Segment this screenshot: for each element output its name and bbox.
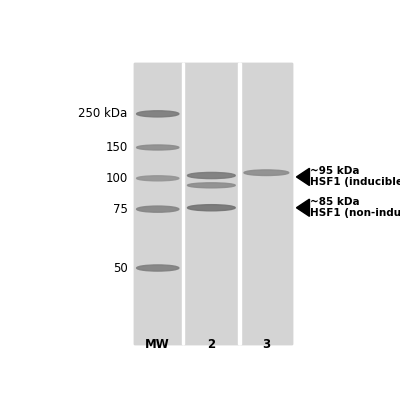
Text: 50: 50 [113, 262, 128, 274]
Ellipse shape [188, 205, 235, 211]
Text: HSF1 (inducible): HSF1 (inducible) [310, 178, 400, 188]
Text: 250 kDa: 250 kDa [78, 107, 128, 120]
Bar [134, 64, 182, 344]
Ellipse shape [136, 111, 179, 117]
Bar [184, 64, 238, 344]
Bar [182, 64, 184, 344]
Ellipse shape [136, 206, 179, 212]
Polygon shape [296, 199, 310, 216]
Ellipse shape [136, 265, 179, 271]
Ellipse shape [136, 145, 179, 150]
Text: ~85 kDa: ~85 kDa [310, 197, 360, 207]
Bar [238, 64, 241, 344]
Text: MW: MW [145, 338, 170, 351]
Text: 2: 2 [207, 338, 216, 351]
Text: 3: 3 [262, 338, 270, 351]
Polygon shape [296, 168, 310, 186]
Ellipse shape [244, 170, 289, 176]
Text: 75: 75 [113, 203, 128, 216]
Text: 100: 100 [105, 172, 128, 185]
Ellipse shape [188, 172, 235, 178]
Text: ~95 kDa: ~95 kDa [310, 166, 360, 176]
Text: HSF1 (non-inducible): HSF1 (non-inducible) [310, 208, 400, 218]
Bar [134, 64, 292, 344]
Bar [241, 64, 292, 344]
Ellipse shape [188, 183, 235, 188]
Ellipse shape [136, 176, 179, 181]
Text: 150: 150 [105, 141, 128, 154]
